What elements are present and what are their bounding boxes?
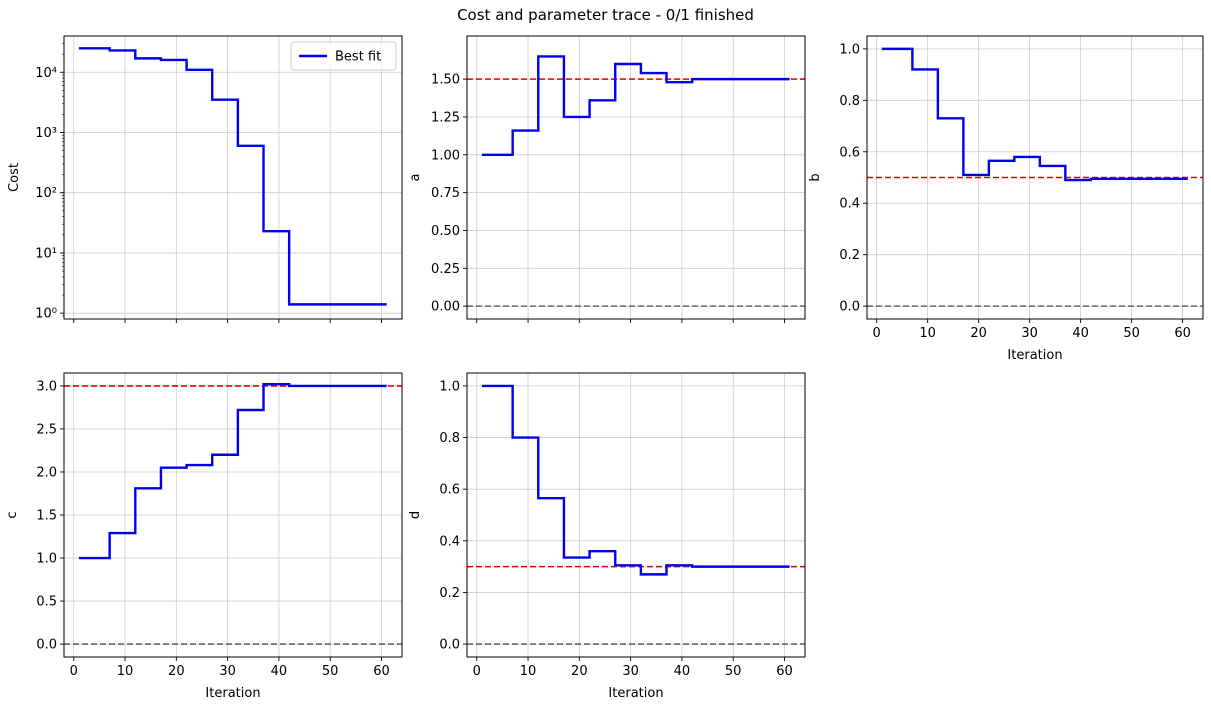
x-tick-label: 30 (1021, 326, 1038, 341)
x-tick-label: 40 (674, 664, 691, 679)
x-tick-label: 10 (520, 664, 537, 679)
y-axis-label: d (408, 511, 423, 519)
y-tick-label: 0.0 (36, 638, 57, 653)
y-axis-label: b (808, 173, 823, 181)
legend-box (290, 41, 397, 71)
y-tick-label: 1.0 (36, 552, 57, 567)
subplot-a: 0.00 0.25 0.50 0.75 1.00 1.25 1.50 a (408, 35, 806, 323)
y-tick-label: 10⁴ (35, 66, 57, 81)
best-fit-line (881, 47, 1188, 182)
x-tick-label: 30 (219, 664, 236, 679)
y-tick-label: 0.6 (439, 483, 460, 498)
y-tick-label: 10⁰ (35, 307, 57, 322)
y-tick-label: 10¹ (35, 246, 57, 261)
x-tick-label: 30 (622, 664, 639, 679)
axes-frame (63, 35, 403, 320)
y-tick-label: 1.0 (839, 42, 860, 57)
y-tick-label: 0.0 (439, 638, 460, 653)
x-tick-label: 20 (168, 664, 185, 679)
y-tick-label: 0.2 (439, 586, 460, 601)
y-axis-label: a (408, 174, 423, 182)
x-tick-label: 10 (919, 326, 936, 341)
y-tick-label: 1.50 (431, 73, 460, 88)
y-tick-label: 0.25 (431, 262, 460, 277)
y-tick-label: 0.50 (431, 224, 460, 239)
x-tick-label: 50 (1123, 326, 1140, 341)
x-axis-label: Iteration (608, 686, 663, 701)
y-tick-label: 0.8 (439, 431, 460, 446)
y-tick-label: 1.00 (431, 148, 460, 163)
y-tick-label: 0.75 (431, 186, 460, 201)
y-tick-label: 3.0 (36, 379, 57, 394)
y-tick-label: 1.5 (36, 509, 57, 524)
y-tick-label: 0.5 (36, 595, 57, 610)
y-tick-label: 0.4 (839, 197, 860, 212)
x-axis-label: Iteration (205, 686, 260, 701)
axes-frame (866, 35, 1204, 320)
y-tick-label: 1.0 (439, 379, 460, 394)
x-tick-label: 10 (117, 664, 134, 679)
subplot-d: 0 10 20 30 40 50 60 0.0 0.2 0.4 0.6 0.8 1.0 d Iteratio… (408, 372, 806, 701)
y-tick-label: 10³ (35, 126, 57, 141)
x-tick-label: 20 (571, 664, 588, 679)
x-tick-label: 40 (1072, 326, 1089, 341)
axes-frame (466, 35, 806, 320)
subplot-c: 0 10 20 30 40 50 60 0.0 0.5 1.0 1.5 2.0 2.5 3.0 c Itera… (5, 372, 403, 701)
x-tick-label: 50 (322, 664, 339, 679)
best-fit-line (481, 384, 790, 576)
x-tick-label: 40 (271, 664, 288, 679)
y-tick-label: 2.0 (36, 465, 57, 480)
x-tick-label: 60 (776, 664, 793, 679)
x-tick-label: 0 (473, 664, 481, 679)
y-tick-label: 0.8 (839, 94, 860, 109)
best-fit-line (481, 55, 790, 156)
y-tick-label: 0.2 (839, 248, 860, 263)
y-tick-label: 0.00 (431, 300, 460, 315)
best-fit-line (78, 382, 387, 560)
subplot-cost: 10⁰ 10¹ 10² 10³ 10⁴ Cost Best fit (7, 35, 403, 323)
y-tick-label: 2.5 (36, 422, 57, 437)
x-tick-label: 0 (70, 664, 78, 679)
y-tick-label: 1.25 (431, 110, 460, 125)
y-axis-label: c (5, 511, 20, 518)
legend: Best fit (290, 41, 397, 71)
y-tick-label: 10² (35, 186, 57, 201)
y-tick-label: 0.0 (839, 300, 860, 315)
best-fit-line (78, 47, 387, 306)
y-tick-label: 0.4 (439, 534, 460, 549)
axes-frame (466, 372, 806, 658)
figure-title: Cost and parameter trace - 0/1 finished (457, 6, 754, 24)
x-tick-label: 60 (1174, 326, 1191, 341)
x-tick-label: 20 (970, 326, 987, 341)
x-tick-label: 0 (873, 326, 881, 341)
x-axis-label: Iteration (1007, 348, 1062, 363)
y-tick-label: 0.6 (839, 145, 860, 160)
legend-label: Best fit (335, 50, 381, 65)
x-tick-label: 60 (373, 664, 390, 679)
x-tick-label: 50 (725, 664, 742, 679)
y-axis-label: Cost (7, 163, 22, 192)
subplot-b: 0 10 20 30 40 50 60 0.0 0.2 0.4 0.6 0.8 1.0 b Iteratio… (808, 35, 1204, 363)
